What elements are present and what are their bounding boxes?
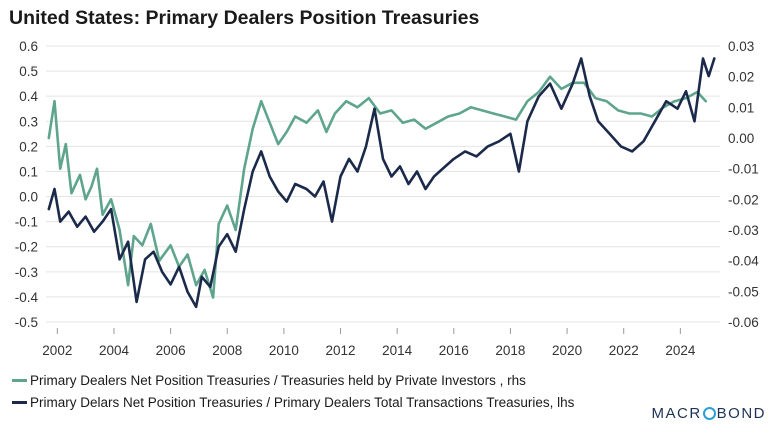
left-tick-label: 0.2 xyxy=(19,139,38,154)
left-tick-label: 0.1 xyxy=(19,164,38,179)
x-tick-label: 2008 xyxy=(212,343,242,358)
right-tick-label: -0.01 xyxy=(728,162,759,177)
left-tick-label: 0.4 xyxy=(19,89,38,104)
series-layer xyxy=(47,57,716,309)
right-axis: 0.03 0.02 0.01 0.00 -0.01 -0.02 -0.03 -0.04 -0.0… xyxy=(728,39,759,330)
right-tick-label: -0.02 xyxy=(728,192,759,207)
chart-title: United States: Primary Dealers Position … xyxy=(9,7,480,29)
legend: Primary Dealers Net Position Treasuries … xyxy=(12,369,574,413)
brand-text-end: BOND xyxy=(716,405,766,422)
x-tick-label: 2002 xyxy=(42,343,72,358)
right-tick-label: -0.03 xyxy=(728,223,759,238)
legend-swatch xyxy=(12,378,27,382)
right-tick-label: -0.06 xyxy=(728,315,759,330)
macrobond-logo: MACR BOND xyxy=(651,405,766,422)
left-tick-label: 0.3 xyxy=(19,114,38,129)
series-line-lhs xyxy=(47,57,716,309)
right-tick-label: 0.02 xyxy=(728,70,754,85)
legend-label: Primary Dealers Net Position Treasuries … xyxy=(30,372,526,388)
left-tick-label: -0.5 xyxy=(15,315,38,330)
brand-text-start: MACR xyxy=(651,405,702,422)
brand-o-icon xyxy=(702,407,716,420)
x-tick-label: 2016 xyxy=(439,343,469,358)
right-tick-label: 0.03 xyxy=(728,39,754,54)
x-tick-label: 2010 xyxy=(269,343,299,358)
x-tick-label: 2022 xyxy=(609,343,639,358)
x-tick-label: 2004 xyxy=(99,343,130,358)
legend-item-rhs: Primary Dealers Net Position Treasuries … xyxy=(12,369,574,391)
legend-swatch xyxy=(12,400,27,404)
chart-plot: 0.6 0.5 0.4 0.3 0.2 0.1 0.0 -0.1 -0.2 -0.3 -0.4 -0.… xyxy=(15,39,760,358)
x-tick-label: 2012 xyxy=(325,343,355,358)
grid-lines xyxy=(46,45,720,323)
x-tick-label: 2006 xyxy=(156,343,186,358)
left-tick-label: -0.3 xyxy=(15,265,38,280)
left-tick-label: 0.0 xyxy=(19,190,38,205)
x-tick-label: 2014 xyxy=(382,343,413,358)
x-tick-label: 2024 xyxy=(665,343,696,358)
left-tick-label: -0.2 xyxy=(15,240,38,255)
left-tick-label: -0.4 xyxy=(15,290,39,305)
x-axis: 2002 2004 2006 2008 2010 2012 2014 2016 2018 2020… xyxy=(42,328,696,358)
legend-item-lhs: Primary Delars Net Position Treasuries /… xyxy=(12,391,574,413)
right-tick-label: 0.00 xyxy=(728,131,754,146)
right-tick-label: 0.01 xyxy=(728,100,754,115)
left-tick-label: 0.5 xyxy=(19,64,38,79)
left-tick-label: -0.1 xyxy=(15,215,38,230)
x-tick-label: 2020 xyxy=(552,343,582,358)
left-axis: 0.6 0.5 0.4 0.3 0.2 0.1 0.0 -0.1 -0.2 -0.3 -0.4 -0.… xyxy=(15,39,39,330)
legend-label: Primary Delars Net Position Treasuries /… xyxy=(30,394,575,410)
series-line-rhs xyxy=(47,75,708,299)
right-tick-label: -0.05 xyxy=(728,284,759,299)
left-tick-label: 0.6 xyxy=(19,39,38,54)
x-tick-label: 2018 xyxy=(495,343,525,358)
right-tick-label: -0.04 xyxy=(728,254,759,269)
